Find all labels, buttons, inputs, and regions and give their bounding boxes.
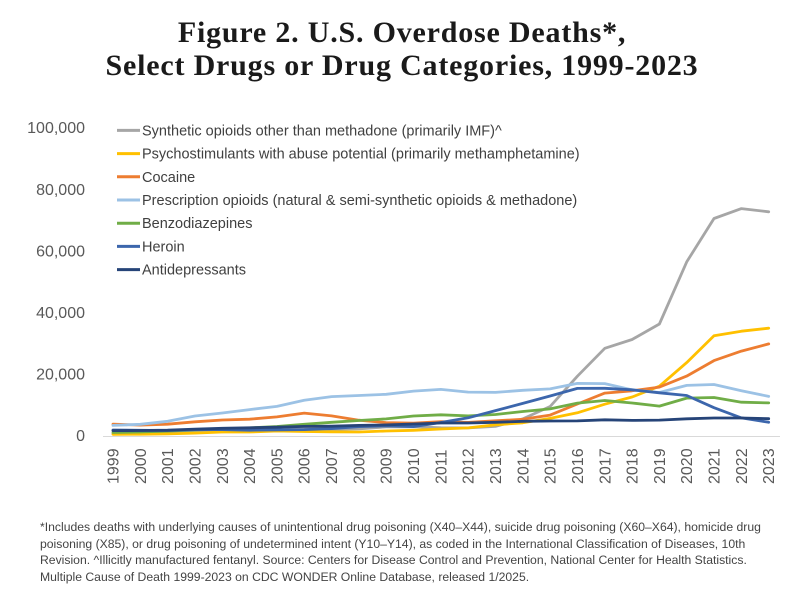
svg-text:2003: 2003 <box>215 448 232 484</box>
svg-text:Benzodiazepines: Benzodiazepines <box>142 216 252 232</box>
svg-text:Antidepressants: Antidepressants <box>142 263 246 279</box>
svg-text:60,000: 60,000 <box>36 243 85 260</box>
svg-text:2022: 2022 <box>734 448 751 484</box>
svg-text:Cocaine: Cocaine <box>142 170 195 186</box>
svg-text:2000: 2000 <box>133 448 150 484</box>
svg-text:2004: 2004 <box>242 448 259 484</box>
svg-text:Prescription opioids (natural: Prescription opioids (natural & semi-syn… <box>142 193 577 209</box>
svg-text:2015: 2015 <box>543 448 560 484</box>
svg-text:20,000: 20,000 <box>36 367 85 384</box>
svg-text:2007: 2007 <box>324 448 341 484</box>
svg-text:2019: 2019 <box>652 448 669 484</box>
svg-text:2005: 2005 <box>269 448 286 484</box>
svg-text:2011: 2011 <box>433 449 450 484</box>
svg-text:2012: 2012 <box>461 448 478 484</box>
svg-text:2023: 2023 <box>761 448 778 484</box>
svg-text:2006: 2006 <box>297 448 314 484</box>
svg-text:2018: 2018 <box>625 448 642 484</box>
svg-text:2008: 2008 <box>351 448 368 484</box>
svg-text:Psychostimulants with abuse po: Psychostimulants with abuse potential (p… <box>142 147 580 163</box>
svg-text:2021: 2021 <box>707 448 724 484</box>
svg-text:1999: 1999 <box>106 448 123 484</box>
svg-text:100,000: 100,000 <box>27 120 85 137</box>
svg-text:0: 0 <box>76 428 85 445</box>
svg-text:Heroin: Heroin <box>142 239 185 255</box>
svg-text:Synthetic opioids other than m: Synthetic opioids other than methadone (… <box>142 123 502 139</box>
svg-text:40,000: 40,000 <box>36 305 85 322</box>
svg-text:2001: 2001 <box>160 448 177 484</box>
svg-text:2002: 2002 <box>188 448 205 484</box>
svg-text:2010: 2010 <box>406 448 423 484</box>
svg-text:2016: 2016 <box>570 448 587 484</box>
svg-text:2013: 2013 <box>488 448 505 484</box>
svg-text:2014: 2014 <box>515 448 532 484</box>
svg-text:2009: 2009 <box>379 448 396 484</box>
svg-text:80,000: 80,000 <box>36 182 85 199</box>
svg-text:2017: 2017 <box>597 448 614 484</box>
svg-text:2020: 2020 <box>679 448 696 484</box>
